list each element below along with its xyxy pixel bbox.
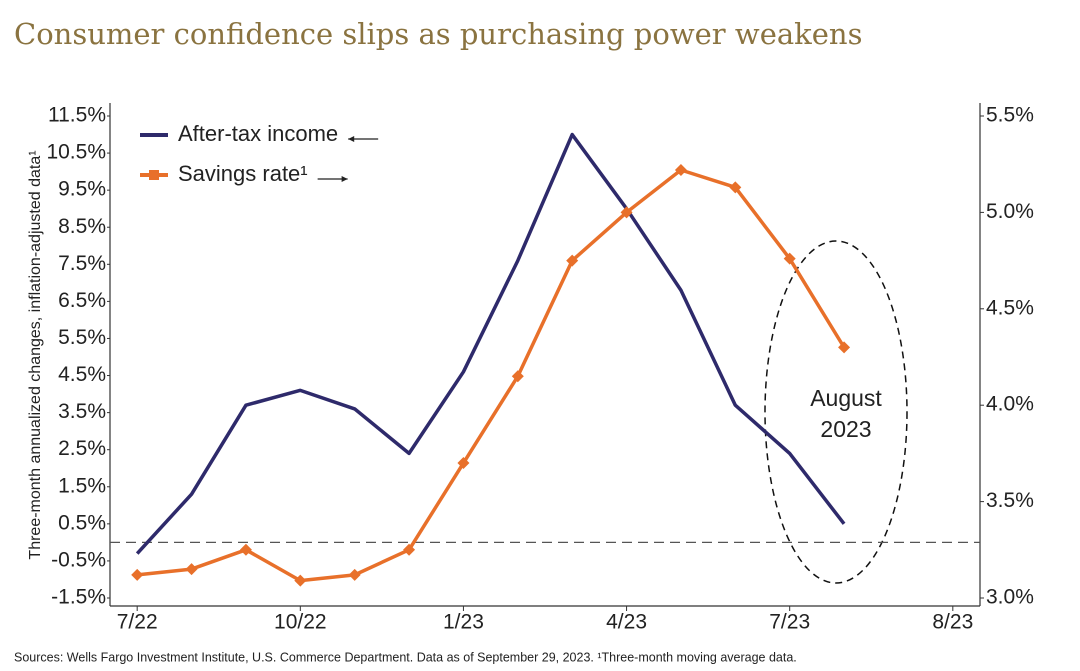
- x-tick-label: 10/22: [274, 611, 327, 634]
- y-tick-label: 0.5%: [58, 511, 106, 534]
- series-marker: [511, 370, 524, 383]
- series-marker: [348, 568, 361, 581]
- series-marker: [783, 252, 796, 265]
- y-tick-label: 9.5%: [58, 178, 106, 201]
- y2-tick-label: 4.0%: [986, 393, 1034, 416]
- series-marker: [403, 543, 416, 556]
- annotation: August: [810, 385, 882, 411]
- series-marker: [239, 543, 252, 556]
- x-tick-label: 4/23: [606, 611, 647, 634]
- annotation: 2023: [820, 416, 871, 442]
- y-tick-label: -0.5%: [51, 548, 106, 571]
- chart-title: Consumer confidence slips as purchasing …: [14, 17, 862, 51]
- y2-tick-label: 5.0%: [986, 200, 1034, 223]
- y-tick-label: 10.5%: [46, 141, 106, 164]
- legend-label: Savings rate¹: [178, 161, 308, 186]
- y-tick-label: -1.5%: [51, 586, 106, 609]
- series-marker: [838, 341, 851, 354]
- series-marker: [294, 574, 307, 587]
- series-marker: [566, 254, 579, 267]
- y-tick-label: 6.5%: [58, 289, 106, 312]
- y2-tick-label: 4.5%: [986, 296, 1034, 319]
- legend-arrowhead: [348, 136, 355, 142]
- y-tick-label: 3.5%: [58, 400, 106, 423]
- y2-tick-label: 3.0%: [986, 586, 1034, 609]
- series-marker: [620, 206, 633, 219]
- y-tick-label: 11.5%: [48, 104, 106, 127]
- series-marker: [131, 568, 144, 581]
- y2-tick-label: 3.5%: [986, 489, 1034, 512]
- series-marker: [185, 563, 198, 576]
- series-line: [135, 132, 846, 555]
- x-tick-label: 7/22: [117, 611, 158, 634]
- x-tick-label: 8/23: [932, 611, 973, 634]
- x-tick-label: 1/23: [443, 611, 484, 634]
- y-tick-label: 1.5%: [58, 474, 106, 497]
- series-marker: [674, 163, 687, 176]
- y-tick-label: 4.5%: [58, 363, 106, 386]
- series-marker: [729, 181, 742, 194]
- highlight-ellipse: [764, 240, 908, 584]
- source-note: Sources: Wells Fargo Investment Institut…: [14, 650, 797, 664]
- series-marker: [457, 457, 470, 470]
- y-tick-label: 7.5%: [58, 252, 106, 275]
- legend-arrowhead: [341, 176, 348, 182]
- y2-tick-label: 5.5%: [986, 104, 1034, 127]
- x-tick-label: 7/23: [769, 611, 810, 634]
- y-tick-label: 2.5%: [58, 437, 106, 460]
- legend-marker: [149, 170, 159, 180]
- y-tick-label: 5.5%: [58, 326, 106, 349]
- legend-label: After-tax income: [178, 121, 338, 146]
- series-line: [137, 168, 846, 583]
- y-tick-label: 8.5%: [58, 215, 106, 238]
- y-axis-label: Three-month annualized changes, inflatio…: [27, 150, 44, 559]
